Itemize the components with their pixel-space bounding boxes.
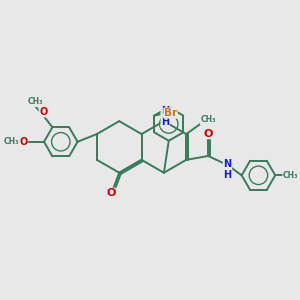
Text: CH₃: CH₃ xyxy=(200,116,216,124)
Text: CH₃: CH₃ xyxy=(3,137,19,146)
Text: Br: Br xyxy=(164,108,177,118)
Text: CH₃: CH₃ xyxy=(28,98,44,106)
Text: O: O xyxy=(39,107,47,117)
Text: N
H: N H xyxy=(161,106,169,127)
Text: O: O xyxy=(203,128,213,139)
Text: O: O xyxy=(107,188,116,198)
Text: CH₃: CH₃ xyxy=(283,171,298,180)
Text: N
H: N H xyxy=(224,159,232,180)
Text: O: O xyxy=(19,137,28,147)
